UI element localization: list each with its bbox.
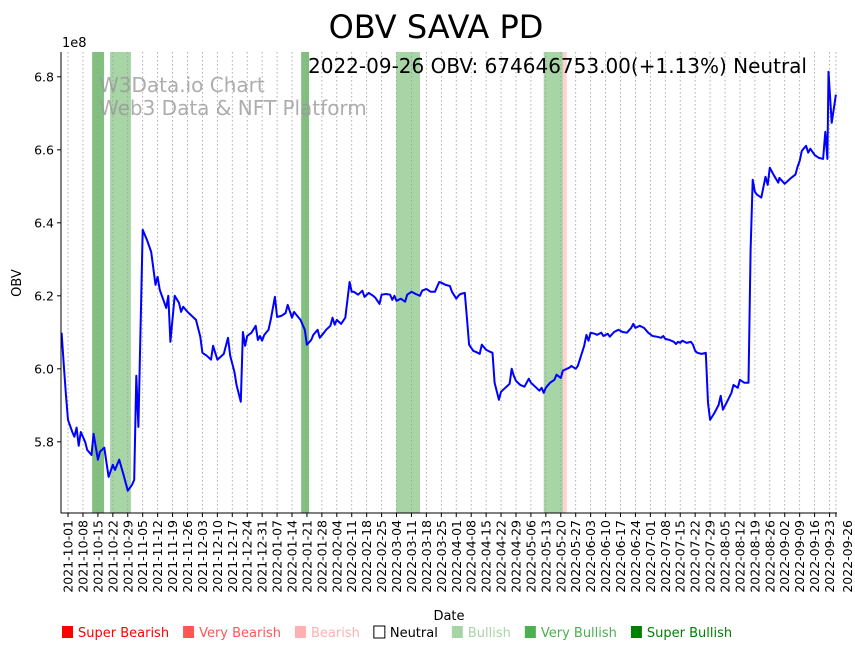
legend-swatch-super-bullish (630, 626, 642, 638)
x-tick-label: 2021-11-12 (150, 520, 165, 593)
x-tick-label: 2022-05-27 (568, 520, 583, 593)
x-tick-label: 2022-05-06 (523, 520, 538, 593)
x-tick-label: 2022-01-28 (314, 520, 329, 593)
legend-swatch-very-bearish (183, 626, 195, 638)
x-tick-label: 2021-11-19 (165, 520, 180, 593)
legend-swatch-bearish (294, 626, 306, 638)
x-tick-label: 2022-04-08 (464, 520, 479, 593)
x-tick-label: 2022-04-15 (479, 520, 494, 593)
latest-value-annotation: 2022-09-26 OBV: 674646753.00(+1.13%) Neu… (308, 54, 807, 78)
x-tick-label: 2021-11-26 (180, 520, 195, 593)
x-tick-label: 2021-12-10 (210, 520, 225, 593)
x-tick-label: 2021-11-05 (135, 520, 150, 593)
x-tick-label: 2022-04-22 (494, 520, 509, 593)
x-tick-label: 2022-02-11 (344, 520, 359, 593)
x-tick-label: 2022-02-04 (329, 520, 344, 593)
x-tick-label: 2022-01-21 (299, 520, 314, 593)
y-tick-label: 6.2 (34, 288, 54, 303)
x-tick-label: 2021-10-01 (61, 520, 76, 593)
x-ticks: 2021-10-01 2021-10-08 2021-10-15 2021-10-22… (61, 513, 855, 593)
x-tick-label: 2021-12-24 (240, 520, 255, 593)
x-tick-label: 2022-03-25 (434, 520, 449, 593)
x-tick-label: 2022-06-17 (613, 520, 628, 593)
x-tick-label: 2021-10-29 (120, 520, 135, 593)
obv-series-line (60, 70, 837, 492)
y-tick-label: 6.6 (34, 142, 54, 157)
y-axis-label: OBV (10, 269, 25, 297)
x-tick-label: 2022-02-18 (359, 520, 374, 593)
signal-bands (92, 52, 567, 513)
x-tick-label: 2022-07-08 (658, 520, 673, 593)
chart-title: OBV SAVA PD (329, 8, 544, 46)
x-tick-label: 2022-03-11 (404, 520, 419, 593)
x-tick-label: 2022-09-09 (792, 520, 807, 593)
signal-band-very-bullish (301, 52, 310, 513)
signal-band-bearish (562, 52, 567, 513)
signal-band-very-bullish (92, 52, 105, 513)
x-tick-label: 2022-05-20 (553, 520, 568, 593)
legend: Super Bearish Very Bearish Bearish Neutral B… (62, 625, 732, 641)
legend-swatch-very-bullish (524, 626, 536, 638)
x-tick-label: 2022-09-26 (840, 520, 855, 593)
x-tick-label: 2021-12-31 (255, 520, 270, 593)
x-tick-label: 2022-01-14 (285, 520, 300, 593)
x-tick-label: 2022-07-01 (643, 520, 658, 593)
watermark-line-1: W3Data.io Chart (99, 73, 265, 97)
legend-swatch-super-bearish (62, 626, 73, 638)
x-tick-label: 2022-02-25 (374, 520, 389, 593)
legend-label-super-bearish: Super Bearish (78, 626, 169, 641)
x-tick-label: 2022-01-07 (270, 520, 285, 593)
x-tick-label: 2022-08-05 (718, 520, 733, 593)
x-tick-label: 2021-12-03 (195, 520, 210, 593)
x-tick-label: 2022-08-12 (732, 520, 747, 593)
legend-label-bullish: Bullish (468, 626, 511, 641)
y-tick-label: 6.4 (34, 215, 54, 230)
x-tick-label: 2022-09-16 (807, 520, 822, 593)
x-tick-label: 2021-10-22 (105, 520, 120, 593)
x-tick-label: 2022-05-13 (538, 520, 553, 593)
watermark-line-2: Web3 Data & NFT Platform (99, 96, 367, 120)
y-tick-label: 5.8 (34, 434, 54, 449)
x-tick-label: 2022-06-10 (598, 520, 613, 593)
legend-label-super-bullish: Super Bullish (647, 626, 732, 641)
x-tick-label: 2022-06-03 (583, 520, 598, 593)
x-tick-label: 2022-08-19 (747, 520, 762, 593)
legend-label-very-bullish: Very Bullish (541, 626, 617, 641)
y-tick-label: 6.8 (34, 69, 54, 84)
legend-swatch-bullish (451, 626, 463, 638)
x-axis-label: Date (433, 609, 464, 624)
legend-label-very-bearish: Very Bearish (199, 626, 281, 641)
x-tick-label: 2022-06-24 (628, 520, 643, 593)
x-tick-label: 2021-10-15 (90, 520, 105, 593)
x-tick-label: 2022-03-04 (389, 520, 404, 593)
y-offset-label: 1e8 (62, 36, 87, 51)
x-tick-label: 2022-04-01 (449, 520, 464, 593)
y-ticks: 5.8 6.0 6.2 6.4 6.6 6.8 (34, 69, 61, 449)
signal-band-bullish (396, 52, 420, 513)
x-tick-label: 2022-09-23 (822, 520, 837, 593)
x-tick-label: 2021-10-08 (75, 520, 90, 593)
x-tick-label: 2021-12-17 (225, 520, 240, 593)
y-tick-label: 6.0 (34, 361, 54, 376)
x-tick-label: 2022-08-26 (762, 520, 777, 593)
x-tick-label: 2022-04-29 (508, 520, 523, 593)
x-tick-label: 2022-09-02 (777, 520, 792, 593)
x-gridlines (67, 52, 837, 513)
legend-label-bearish: Bearish (311, 626, 360, 641)
legend-label-neutral: Neutral (390, 626, 438, 641)
x-tick-label: 2022-03-18 (419, 520, 434, 593)
x-tick-label: 2022-07-22 (688, 520, 703, 593)
x-tick-label: 2022-07-15 (673, 520, 688, 593)
signal-band-bullish (110, 52, 131, 513)
legend-swatch-neutral (373, 625, 386, 639)
signal-band-bullish (543, 52, 563, 513)
x-tick-label: 2022-07-29 (703, 520, 718, 593)
